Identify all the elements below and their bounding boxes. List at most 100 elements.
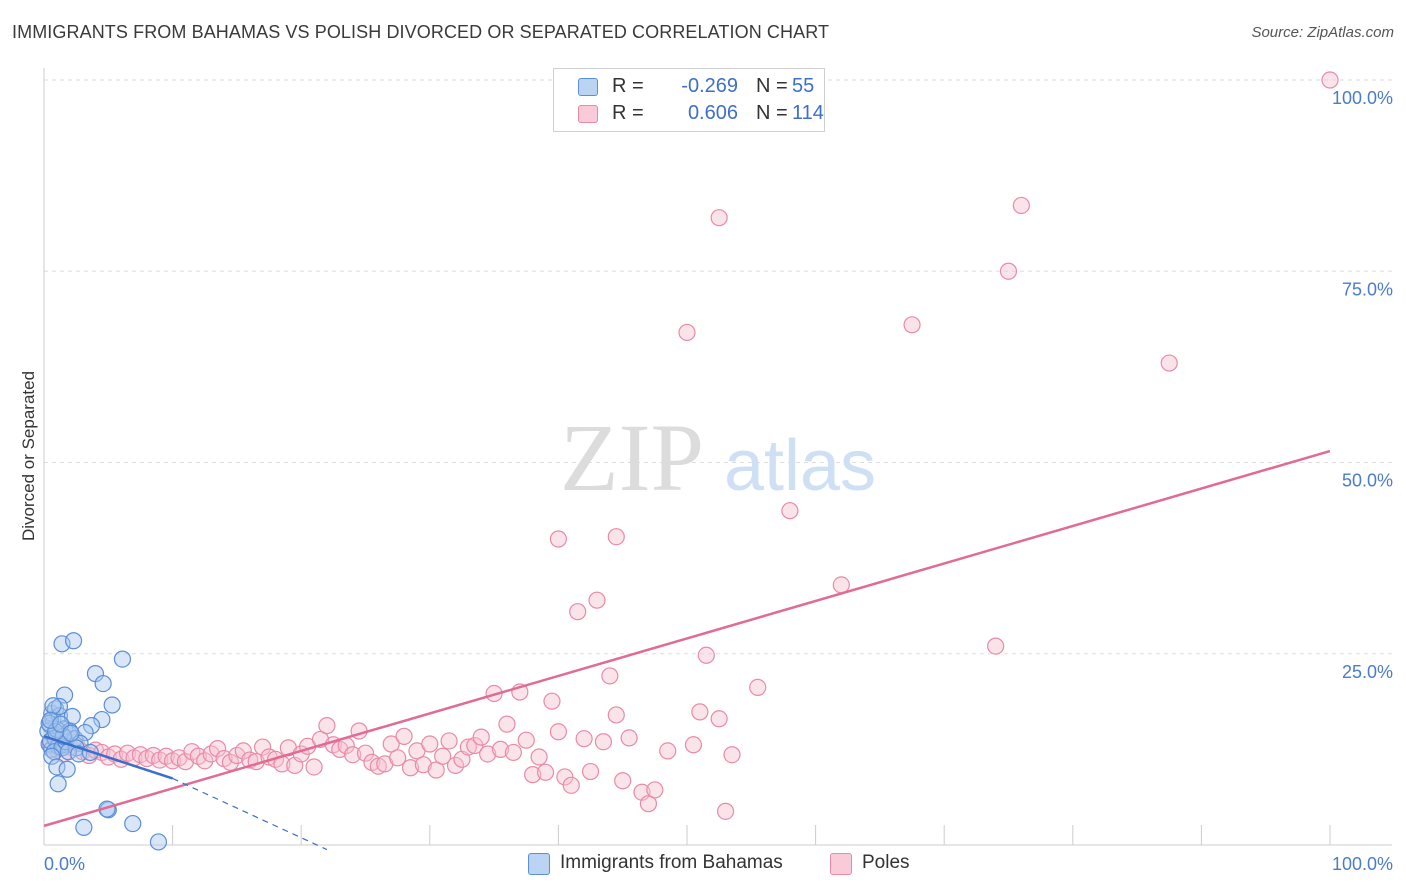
tick-labels: 25.0% 50.0% 75.0% 100.0% 0.0% 100.0% — [44, 88, 1393, 874]
y-tick-label-1: 50.0% — [1342, 471, 1393, 491]
point-bahamas-40 — [44, 697, 62, 715]
point-poles-84 — [581, 762, 600, 781]
point-poles-59 — [421, 735, 439, 753]
x-tick-label-1: 100.0% — [1332, 854, 1393, 874]
point-poles-104 — [781, 502, 799, 520]
point-poles-70 — [491, 740, 510, 758]
point-poles-106 — [678, 323, 696, 342]
point-bahamas-52 — [149, 833, 168, 851]
trendline-bahamas-extension — [172, 777, 328, 851]
point-poles-24 — [196, 752, 214, 770]
trendline-poles — [43, 449, 1331, 828]
point-poles-77 — [536, 763, 555, 781]
legend-swatch-poles — [578, 105, 598, 123]
y-tick-label-2: 75.0% — [1342, 279, 1393, 299]
point-poles-54 — [389, 749, 407, 767]
point-poles-109 — [999, 262, 1018, 280]
point-poles-89 — [614, 772, 632, 790]
watermark: ZIP atlas — [560, 404, 876, 511]
point-bahamas-26 — [49, 775, 67, 793]
legend-r-value: 0.606 — [687, 102, 738, 124]
point-poles-107 — [710, 209, 728, 227]
point-poles-58 — [414, 756, 432, 774]
point-poles-97 — [697, 646, 715, 664]
point-poles-87 — [601, 667, 619, 685]
chart-title: IMMIGRANTS FROM BAHAMAS VS POLISH DIVORC… — [12, 22, 830, 42]
point-poles-100 — [723, 746, 741, 764]
point-poles-110 — [1012, 196, 1030, 215]
legend-n-label: N = — [756, 75, 788, 97]
point-bahamas-32 — [113, 650, 132, 668]
point-poles-49 — [356, 744, 375, 762]
point-poles-55 — [395, 727, 413, 745]
point-poles-105 — [832, 576, 850, 594]
point-bahamas-47 — [62, 724, 80, 742]
legend-swatch-bahamas — [578, 78, 598, 96]
legend-r-value: -0.269 — [681, 75, 738, 97]
legend-r-label: R = — [612, 75, 644, 97]
point-poles-92 — [639, 795, 658, 813]
point-poles-41 — [305, 758, 323, 776]
point-poles-86 — [594, 733, 613, 751]
point-poles-33 — [254, 738, 272, 756]
point-poles-79 — [549, 723, 568, 741]
point-poles-90 — [620, 729, 638, 747]
watermark-atlas: atlas — [724, 426, 876, 506]
y-tick-label-3: 100.0% — [1332, 88, 1393, 108]
series-bahamas-points — [39, 632, 168, 851]
axes — [43, 68, 1392, 846]
point-bahamas-36 — [76, 723, 94, 742]
point-bahamas-35 — [82, 717, 101, 735]
point-poles-103 — [607, 528, 625, 546]
point-poles-99 — [716, 802, 735, 820]
x-tick-label-0: 0.0% — [44, 854, 85, 874]
point-bahamas-23 — [43, 747, 61, 765]
point-bahamas-29 — [64, 632, 83, 650]
point-poles-63 — [446, 756, 465, 775]
point-poles-113 — [987, 637, 1005, 655]
point-poles-85 — [588, 591, 606, 609]
point-poles-82 — [569, 603, 587, 621]
trendlines — [43, 449, 1331, 851]
point-poles-61 — [434, 747, 452, 765]
point-poles-75 — [524, 766, 542, 784]
point-poles-101 — [749, 678, 767, 697]
point-poles-47 — [344, 746, 362, 764]
point-poles-62 — [440, 732, 458, 750]
legend-label-bahamas: Immigrants from Bahamas — [560, 852, 783, 873]
point-poles-83 — [575, 730, 593, 748]
point-bahamas-24 — [48, 758, 66, 776]
trendline-bahamas — [43, 735, 173, 780]
legend-stats: R = -0.269 N = 55 R = 0.606 N = 114 — [553, 68, 825, 132]
point-bahamas-51 — [124, 814, 142, 833]
point-bahamas-39 — [50, 697, 69, 716]
point-bahamas-48 — [75, 818, 93, 837]
legend-r-label: R = — [612, 102, 644, 124]
legend-swatch-poles — [830, 853, 852, 875]
y-axis-label: Divorced or Separated — [19, 371, 38, 541]
point-poles-53 — [382, 735, 400, 753]
point-poles-94 — [659, 742, 677, 760]
legend-n-label: N = — [756, 102, 788, 124]
point-poles-81 — [562, 776, 580, 794]
point-poles-71 — [498, 715, 516, 733]
point-poles-76 — [530, 748, 548, 766]
point-poles-56 — [401, 759, 420, 777]
point-poles-102 — [549, 530, 568, 548]
point-poles-108 — [903, 316, 921, 334]
point-poles-21 — [176, 753, 195, 771]
point-poles-68 — [479, 745, 497, 763]
point-poles-93 — [646, 781, 664, 799]
point-poles-78 — [543, 692, 561, 710]
grid — [44, 79, 1392, 655]
point-bahamas-31 — [94, 674, 112, 693]
point-poles-67 — [472, 728, 490, 746]
point-bahamas-45 — [41, 711, 60, 729]
watermark-zip: ZIP — [560, 404, 704, 511]
point-bahamas-33 — [103, 696, 121, 714]
y-tick-label-0: 25.0% — [1342, 662, 1393, 682]
point-poles-95 — [684, 736, 703, 754]
legend-n-value: 114 — [792, 102, 824, 124]
point-poles-72 — [504, 743, 522, 762]
